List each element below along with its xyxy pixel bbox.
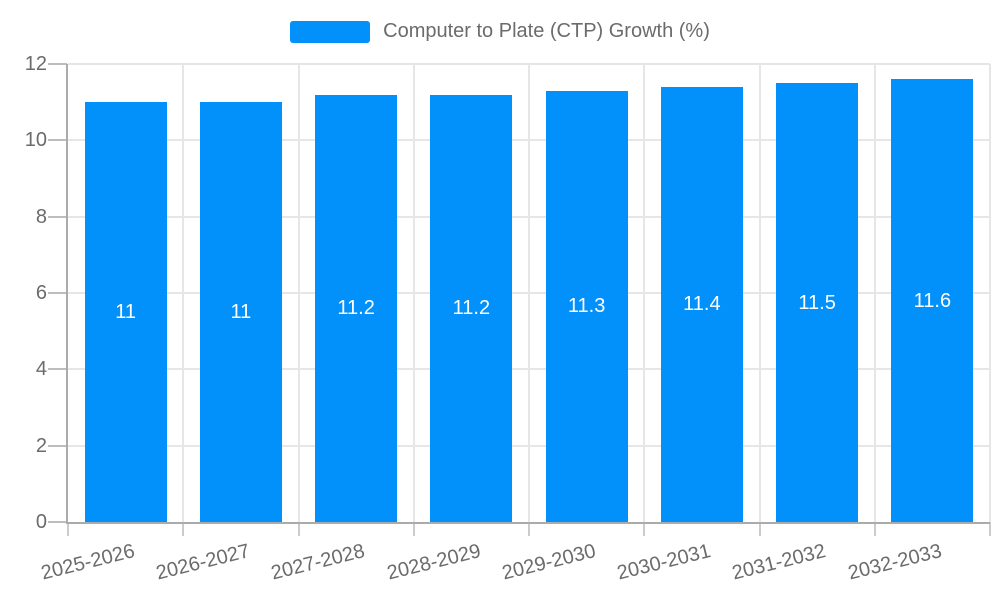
x-axis-label: 2032-2033 [845, 540, 944, 585]
y-axis-tick [48, 292, 67, 294]
bar-value-label: 11.3 [567, 295, 606, 318]
x-axis-label: 2029-2030 [499, 540, 598, 585]
gridline-vertical [297, 64, 300, 522]
y-axis-line [66, 64, 68, 524]
bar [660, 86, 743, 522]
x-axis-tick [758, 522, 761, 536]
bar-value-label: 11 [230, 301, 252, 324]
y-axis-tick [48, 63, 67, 65]
y-axis-tick [48, 368, 67, 371]
gridline-vertical [643, 64, 646, 522]
x-axis-label: 2030-2031 [615, 540, 714, 585]
y-axis-label: 10 [24, 129, 47, 152]
x-axis-label: 2028-2029 [384, 540, 483, 585]
gridline-vertical [182, 64, 185, 522]
y-axis-label: 12 [24, 53, 47, 75]
x-axis-line [66, 522, 990, 524]
x-axis-tick [412, 522, 415, 536]
bar-value-label: 11.2 [452, 297, 491, 320]
gridline-vertical [528, 64, 530, 522]
x-axis-tick [989, 522, 991, 536]
gridline-vertical [989, 64, 991, 522]
y-axis-label: 8 [35, 205, 47, 228]
y-axis-tick [48, 444, 67, 447]
x-axis-label: 2026-2027 [154, 540, 253, 585]
x-axis-tick [182, 522, 185, 536]
bar [891, 79, 974, 522]
y-axis-label: 4 [35, 358, 47, 381]
legend-swatch-icon [290, 20, 371, 43]
y-axis-label: 6 [35, 282, 47, 304]
legend-label: Computer to Plate (CTP) Growth (%) [383, 20, 710, 42]
bar [430, 94, 513, 522]
bar-value-label: 11.2 [337, 297, 375, 320]
bar [199, 102, 282, 522]
bar [315, 94, 398, 522]
bar [545, 90, 628, 522]
x-axis-tick [873, 522, 876, 536]
y-axis-label: 2 [35, 434, 47, 457]
bar-value-label: 11.4 [683, 293, 721, 316]
bar-value-label: 11.6 [913, 289, 952, 312]
chart-legend: Computer to Plate (CTP) Growth (%) [0, 20, 1000, 43]
x-axis-label: 2025-2026 [38, 540, 137, 585]
x-axis-label: 2027-2028 [269, 540, 368, 585]
y-axis-tick [48, 215, 67, 218]
x-axis-tick [67, 522, 69, 536]
gridline-vertical [758, 64, 761, 522]
y-axis-label: 0 [35, 511, 47, 533]
y-axis-tick [48, 139, 67, 142]
x-axis-tick [643, 522, 646, 536]
x-axis-label: 2031-2032 [730, 540, 829, 585]
gridline-vertical [412, 64, 415, 522]
y-axis-tick [48, 521, 67, 523]
bar-value-label: 11.5 [798, 291, 836, 314]
bar-value-label: 11 [115, 301, 136, 324]
bar [776, 83, 859, 522]
x-axis-tick [528, 522, 530, 536]
bar [84, 102, 167, 522]
gridline-vertical [873, 64, 876, 522]
x-axis-tick [297, 522, 300, 536]
